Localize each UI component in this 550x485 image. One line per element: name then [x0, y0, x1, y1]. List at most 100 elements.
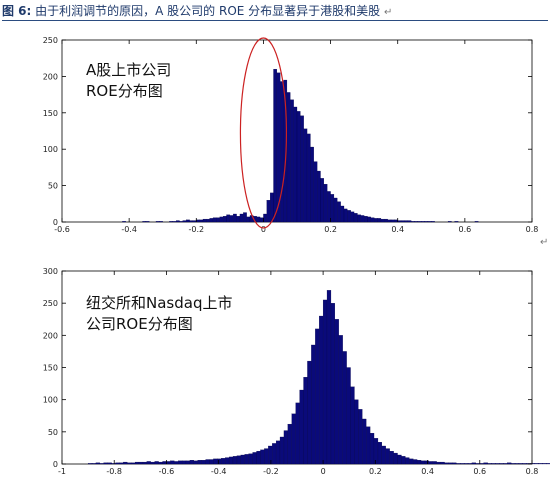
- histogram-bar: [411, 221, 415, 223]
- histogram-bar: [233, 213, 237, 223]
- histogram-bar: [189, 460, 194, 465]
- histogram-bar: [421, 221, 425, 223]
- histogram-bar: [448, 462, 453, 465]
- histogram-bar: [146, 461, 151, 465]
- histogram-bar: [320, 178, 324, 223]
- x-tick-label: 0.4: [391, 225, 404, 234]
- histogram-bar: [514, 463, 520, 465]
- histogram-bar: [199, 219, 204, 223]
- histogram-bar: [413, 459, 418, 465]
- histogram-bar: [487, 463, 492, 465]
- histogram-bar: [347, 210, 351, 223]
- histogram-bar: [337, 201, 341, 223]
- histogram-bar: [538, 463, 543, 465]
- x-tick-label: -0.8: [106, 467, 122, 476]
- y-tick-label: 250: [43, 299, 58, 308]
- histogram-bar: [323, 184, 328, 223]
- x-tick-label: -0.2: [263, 467, 279, 476]
- histogram-bar: [185, 460, 191, 465]
- histogram-bar: [397, 454, 402, 465]
- histogram-bar: [176, 220, 180, 223]
- histogram-bar: [360, 215, 365, 223]
- histogram-bar: [518, 463, 523, 465]
- histogram-bar: [223, 216, 227, 223]
- histogram-bar: [350, 386, 355, 465]
- x-tick-label: 0.4: [421, 467, 434, 476]
- histogram-bar: [197, 460, 202, 465]
- histogram-bar: [122, 221, 126, 223]
- histogram-bar: [510, 463, 516, 465]
- histogram-bar: [205, 459, 210, 465]
- histogram-bar: [373, 438, 379, 465]
- histogram-bar: [424, 221, 429, 223]
- histogram-bar: [225, 457, 230, 465]
- histogram-bar: [385, 448, 390, 465]
- histogram-bar: [252, 452, 257, 465]
- x-tick-label: 0.8: [526, 225, 539, 234]
- histogram-bar: [196, 219, 200, 223]
- histogram-bar: [131, 462, 136, 465]
- histogram-bar: [447, 221, 452, 223]
- histogram-bar: [228, 456, 234, 465]
- histogram-bar: [159, 221, 163, 223]
- histogram-bar: [307, 360, 312, 465]
- histogram-bar: [431, 221, 435, 223]
- histogram-bar: [427, 221, 432, 223]
- histogram-bar: [343, 208, 348, 223]
- histogram-bar: [333, 197, 338, 223]
- histogram-bar: [201, 460, 206, 465]
- histogram-bar: [366, 426, 371, 465]
- histogram-bar: [166, 461, 171, 465]
- histogram-bar: [428, 461, 433, 465]
- histogram-bar: [414, 221, 418, 223]
- figure-caption-text: 由于利润调节的原因，A 股公司的 ROE 分布显著异于港股和美股: [35, 4, 381, 18]
- histogram-bar: [404, 220, 408, 223]
- histogram-bar: [483, 462, 488, 465]
- histogram-bar: [169, 221, 173, 223]
- histogram-bar: [362, 418, 367, 465]
- histogram-bar: [381, 445, 386, 465]
- histogram-bar: [268, 445, 273, 465]
- histogram-bar: [507, 462, 512, 465]
- histogram-bar: [264, 448, 269, 465]
- histogram-bar: [479, 463, 484, 465]
- histogram-bar: [424, 460, 429, 465]
- histogram-bar: [369, 432, 375, 465]
- histogram-bar: [154, 461, 159, 465]
- histogram-bar: [127, 462, 132, 465]
- histogram-bar: [263, 213, 267, 223]
- chart-annotation-line: A股上市公司: [86, 61, 171, 79]
- chart-us-roe: -1 -0.8 -0.6 -0.4 -0.2 0 0.2 0.4 0.6 0.8 0 50 100 150…: [43, 267, 550, 476]
- histogram-bar: [353, 213, 358, 223]
- figure-number: 图 6:: [2, 4, 32, 18]
- histogram-bar: [393, 452, 398, 465]
- histogram-bar: [340, 205, 345, 223]
- histogram-bar: [226, 214, 230, 223]
- y-tick-label: 50: [48, 428, 58, 437]
- histogram-bar: [358, 409, 363, 465]
- y-tick-label: 200: [43, 72, 58, 81]
- bar-series: [87, 290, 550, 465]
- histogram-bar: [216, 217, 220, 223]
- histogram-bar: [209, 218, 214, 223]
- histogram-bar: [432, 461, 437, 465]
- side-return-mark: ↵: [540, 237, 549, 248]
- histogram-bar: [181, 460, 187, 465]
- histogram-bar: [499, 463, 504, 465]
- histogram-bar: [283, 430, 288, 465]
- histogram-bar: [150, 461, 155, 465]
- x-tick-label: 0.6: [473, 467, 486, 476]
- histogram-bar: [405, 457, 410, 465]
- histogram-bar: [87, 463, 93, 465]
- histogram-bar: [229, 215, 234, 223]
- x-tick-label: -0.6: [159, 467, 175, 476]
- histogram-bar: [471, 462, 476, 465]
- y-tick-label: 300: [43, 267, 58, 276]
- histogram-bar: [454, 221, 459, 223]
- histogram-bar: [256, 216, 261, 223]
- histogram-bar: [303, 377, 308, 465]
- histogram-bar: [236, 455, 241, 465]
- histogram-bar: [330, 194, 335, 223]
- histogram-bar: [138, 461, 144, 465]
- histogram-bar: [290, 99, 294, 223]
